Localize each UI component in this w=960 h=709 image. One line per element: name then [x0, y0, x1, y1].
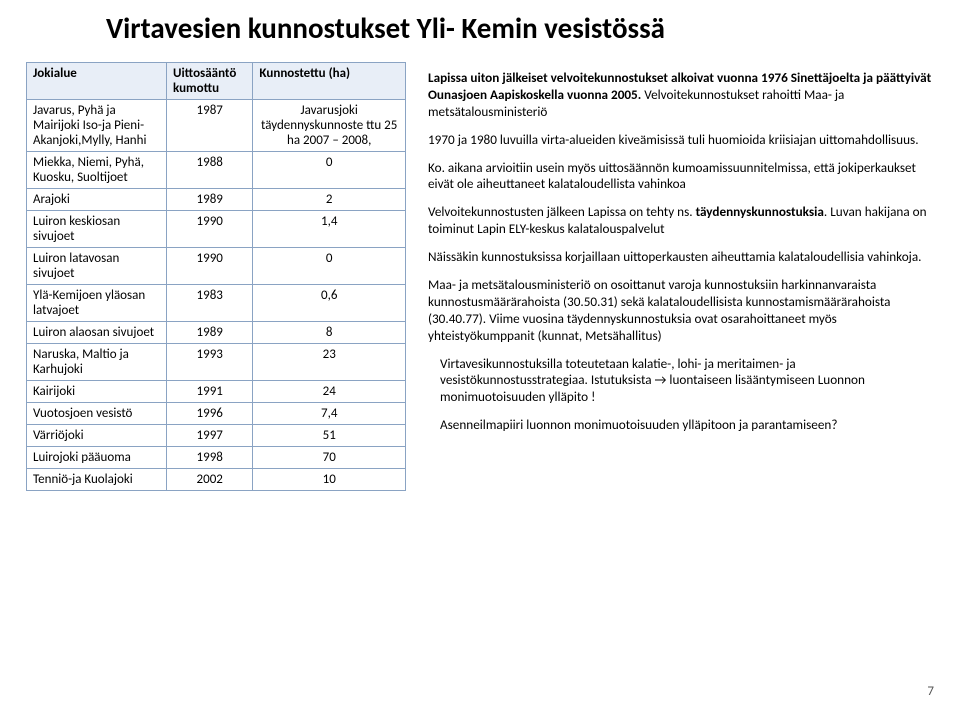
table-row: Arajoki19892: [27, 189, 406, 211]
table-row: Luiron latavosan sivujoet19900: [27, 248, 406, 285]
text: Velvoitekunnostusten jälkeen Lapissa on …: [428, 203, 696, 220]
cell: Värriöjoki: [27, 425, 167, 447]
cell: 51: [253, 425, 406, 447]
table-row: Luiron keskiosan sivujoet19901,4: [27, 211, 406, 248]
cell: Luiron latavosan sivujoet: [27, 248, 167, 285]
table-row: Vuotosjoen vesistö19967,4: [27, 403, 406, 425]
table-row: Javarus, Pyhä ja Mairijoki Iso-ja Pieni-…: [27, 100, 406, 152]
cell: 1988: [166, 152, 252, 189]
cell: 0,6: [253, 285, 406, 322]
cell: 1983: [166, 285, 252, 322]
cell: 1990: [166, 248, 252, 285]
page-title: Virtavesien kunnostukset Yli- Kemin vesi…: [26, 10, 934, 46]
page-number: 7: [927, 684, 934, 699]
cell: 1991: [166, 381, 252, 403]
cell: Javarus, Pyhä ja Mairijoki Iso-ja Pieni-…: [27, 100, 167, 152]
paragraph: Velvoitekunnostusten jälkeen Lapissa on …: [428, 204, 934, 238]
table-row: Kairijoki199124: [27, 381, 406, 403]
table-row: Värriöjoki199751: [27, 425, 406, 447]
cell: 1,4: [253, 211, 406, 248]
paragraph: Maa- ja metsätalousministeriö on osoitta…: [428, 277, 934, 345]
cell: Kairijoki: [27, 381, 167, 403]
col-header-2: Kunnostettu (ha): [253, 63, 406, 100]
cell: 24: [253, 381, 406, 403]
cell: 1996: [166, 403, 252, 425]
cell: Luirojoki pääuoma: [27, 447, 167, 469]
paragraph: Näissäkin kunnostuksissa korjaillaan uit…: [428, 249, 934, 266]
cell: 2: [253, 189, 406, 211]
cell: Miekka, Niemi, Pyhä, Kuosku, Suoltijoet: [27, 152, 167, 189]
paragraph: Virtavesikunnostuksilla toteutetaan kala…: [428, 356, 934, 407]
paragraph: 1970 ja 1980 luvuilla virta-alueiden kiv…: [428, 132, 934, 149]
paragraph: Asenneilmapiiri luonnon monimuotoisuuden…: [428, 417, 934, 434]
table-row: Naruska, Maltio ja Karhujoki199323: [27, 344, 406, 381]
table-row: Luiron alaosan sivujoet19898: [27, 322, 406, 344]
col-header-1: Uittosääntö kumottu: [166, 63, 252, 100]
cell: Arajoki: [27, 189, 167, 211]
cell: 1989: [166, 322, 252, 344]
cell: 10: [253, 469, 406, 491]
cell: Tenniö-ja Kuolajoki: [27, 469, 167, 491]
cell: 0: [253, 152, 406, 189]
bold-text: täydennyskunnostuksia: [696, 203, 824, 220]
cell: 2002: [166, 469, 252, 491]
cell: 1987: [166, 100, 252, 152]
content-columns: Jokialue Uittosääntö kumottu Kunnostettu…: [26, 62, 934, 491]
cell: 8: [253, 322, 406, 344]
slide-page: Virtavesien kunnostukset Yli- Kemin vesi…: [0, 0, 960, 709]
cell: Luiron alaosan sivujoet: [27, 322, 167, 344]
cell: 23: [253, 344, 406, 381]
cell: 1997: [166, 425, 252, 447]
table-row: Ylä-Kemijoen yläosan latvajoet19830,6: [27, 285, 406, 322]
table-row: Tenniö-ja Kuolajoki200210: [27, 469, 406, 491]
text-column: Lapissa uiton jälkeiset velvoitekunnostu…: [428, 62, 934, 491]
table-container: Jokialue Uittosääntö kumottu Kunnostettu…: [26, 62, 406, 491]
cell: 1998: [166, 447, 252, 469]
paragraph: Lapissa uiton jälkeiset velvoitekunnostu…: [428, 70, 934, 121]
cell: Vuotosjoen vesistö: [27, 403, 167, 425]
cell: 7,4: [253, 403, 406, 425]
cell: Javarusjoki täydennyskunnoste ttu 25 ha …: [253, 100, 406, 152]
table-row: Miekka, Niemi, Pyhä, Kuosku, Suoltijoet1…: [27, 152, 406, 189]
cell: 1989: [166, 189, 252, 211]
table-row: Luirojoki pääuoma199870: [27, 447, 406, 469]
cell: 1993: [166, 344, 252, 381]
data-table: Jokialue Uittosääntö kumottu Kunnostettu…: [26, 62, 406, 491]
cell: 70: [253, 447, 406, 469]
table-header-row: Jokialue Uittosääntö kumottu Kunnostettu…: [27, 63, 406, 100]
cell: Luiron keskiosan sivujoet: [27, 211, 167, 248]
col-header-0: Jokialue: [27, 63, 167, 100]
cell: Naruska, Maltio ja Karhujoki: [27, 344, 167, 381]
cell: 0: [253, 248, 406, 285]
paragraph: Ko. aikana arvioitiin usein myös uittosä…: [428, 160, 934, 194]
cell: 1990: [166, 211, 252, 248]
cell: Ylä-Kemijoen yläosan latvajoet: [27, 285, 167, 322]
